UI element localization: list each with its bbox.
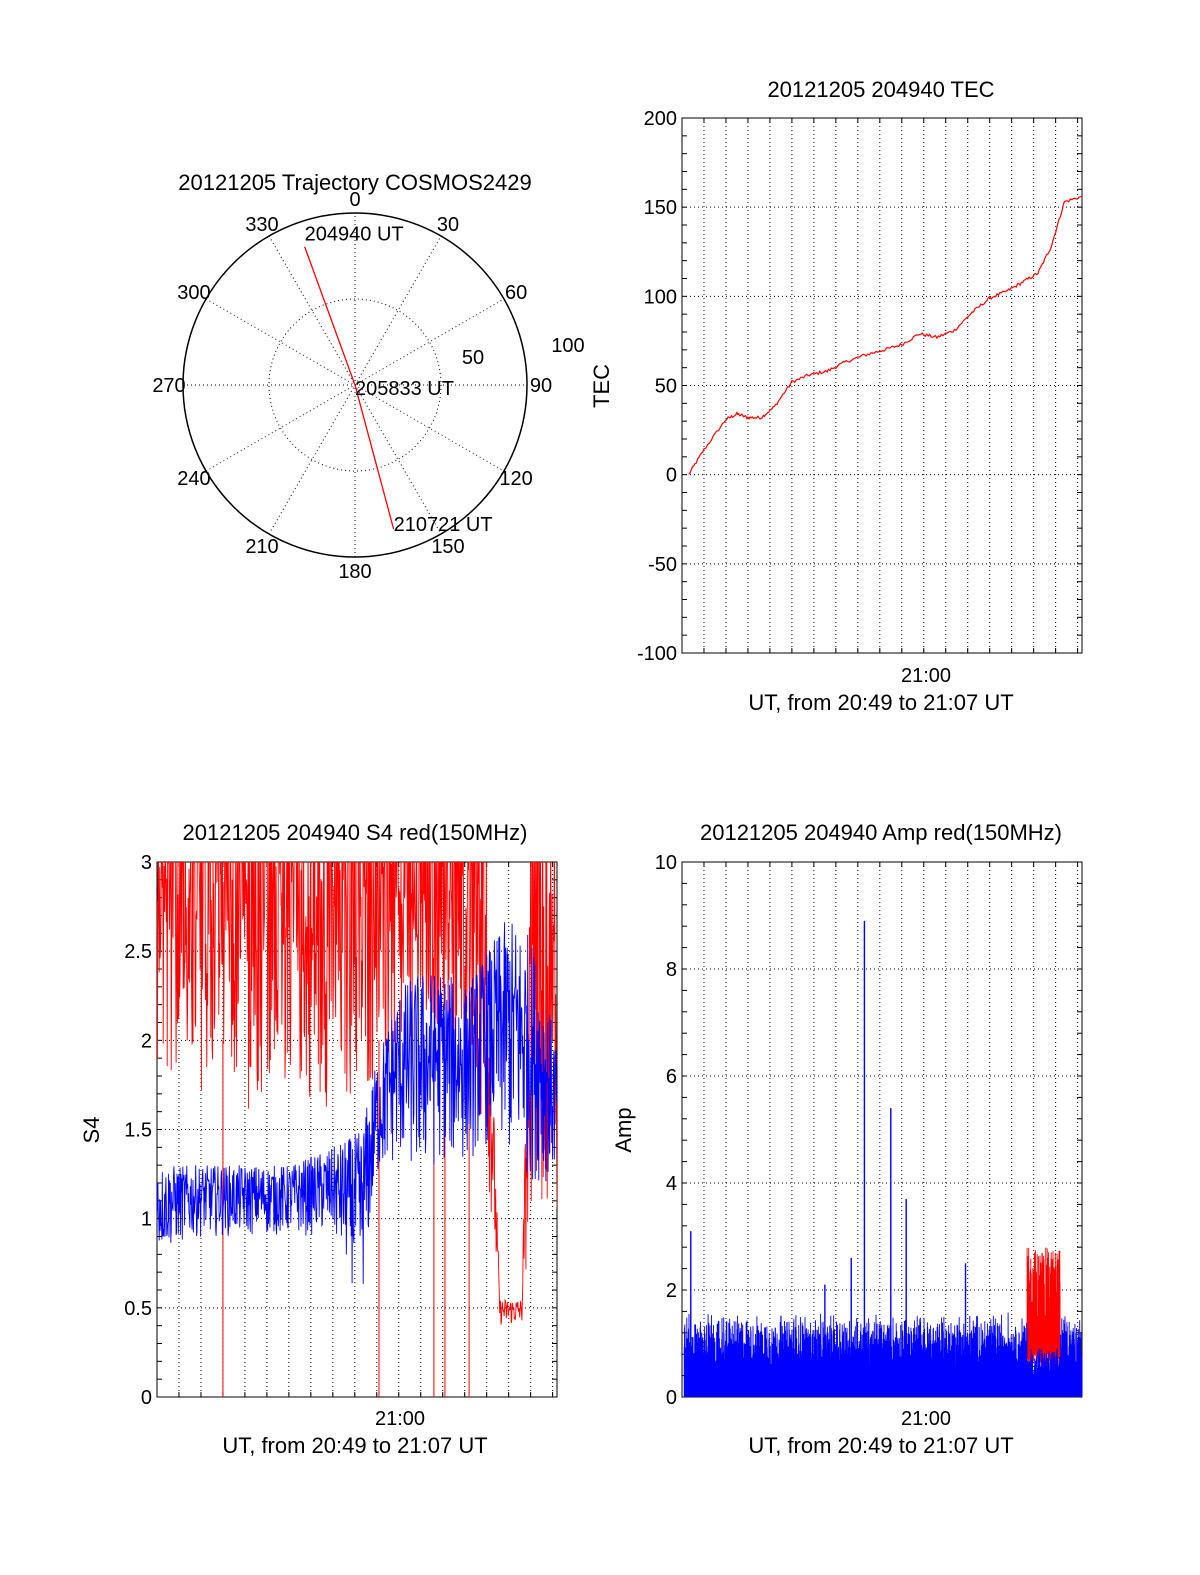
y-tick-label: 0 <box>141 1387 152 1409</box>
y-tick-label: -50 <box>648 554 677 576</box>
amp-series <box>683 920 1083 1398</box>
polar-inner-circle <box>268 298 442 472</box>
plot-frame <box>681 861 1083 1398</box>
amp-ylabel: Amp <box>611 1107 636 1152</box>
amp-plot: 20121205 204940 Amp red(150MHz) UT, from… <box>611 820 1083 1458</box>
s4-series-line <box>157 922 557 1284</box>
polar-trajectory-line <box>304 246 395 530</box>
tec-plot: 20121205 204940 TEC UT, from 20:49 to 21… <box>589 77 1083 715</box>
polar-angle-label: 180 <box>338 561 371 583</box>
polar-annotation: 204940 UT <box>305 224 404 246</box>
y-tick-label: 100 <box>644 286 677 308</box>
y-tick-label: 0 <box>666 1387 677 1409</box>
polar-angle-label: 30 <box>437 214 459 236</box>
polar-trajectory <box>304 246 395 530</box>
polar-angle-label: 270 <box>152 375 185 397</box>
amp-xtick-label: 21:00 <box>901 1408 951 1430</box>
y-tick-label: 2.5 <box>124 941 152 963</box>
s4-series <box>157 862 557 1397</box>
polar-annotations: 204940 UT 205833 UT 210721 UT <box>305 224 493 536</box>
polar-annotation: 210721 UT <box>394 514 493 536</box>
y-tick-label: 0 <box>666 465 677 487</box>
polar-annotation: 205833 UT <box>355 378 454 400</box>
polar-radius-label: 50 <box>462 347 484 369</box>
y-tick-label: 4 <box>666 1173 677 1195</box>
amp-title: 20121205 204940 Amp red(150MHz) <box>700 820 1062 845</box>
y-tick-label: 1 <box>141 1209 152 1231</box>
y-tick-label: 200 <box>644 108 677 130</box>
polar-angle-labels: 0 30 60 90 120 150 180 210 240 270 300 330 <box>152 189 552 583</box>
tec-title: 20121205 204940 TEC <box>767 77 994 102</box>
y-tick-label: 150 <box>644 197 677 219</box>
s4-clip-group <box>157 862 557 1397</box>
tec-axes: -100 -50 0 50 100 150 200 <box>637 108 1083 665</box>
polar-angle-label: 210 <box>245 536 278 558</box>
polar-angle-label: 150 <box>431 536 464 558</box>
s4-xlabel: UT, from 20:49 to 21:07 UT <box>222 1433 487 1458</box>
polar-radius-labels: 50 100 <box>462 335 585 369</box>
polar-angle-label: 0 <box>349 189 360 211</box>
polar-radius-label: 100 <box>551 335 584 357</box>
s4-plot: 20121205 204940 S4 red(150MHz) UT, from … <box>79 820 558 1458</box>
polar-angle-label: 120 <box>499 468 532 490</box>
s4-series-line <box>157 862 557 1325</box>
s4-title: 20121205 204940 S4 red(150MHz) <box>183 820 528 845</box>
tec-ylabel: TEC <box>589 364 614 408</box>
y-tick-label: 1.5 <box>124 1120 152 1142</box>
y-tick-label: 2 <box>141 1030 152 1052</box>
y-tick-label: -100 <box>637 643 677 665</box>
tec-xtick-label: 21:00 <box>901 665 951 687</box>
polar-angle-label: 90 <box>530 375 552 397</box>
amp-red-series <box>1026 1247 1061 1371</box>
polar-angle-label: 330 <box>245 214 278 236</box>
amp-blue-series <box>683 1312 1083 1398</box>
polar-angle-label: 60 <box>505 282 527 304</box>
y-tick-label: 0.5 <box>124 1298 152 1320</box>
y-tick-label: 3 <box>141 852 152 874</box>
s4-xtick-label: 21:00 <box>375 1408 425 1430</box>
y-tick-label: 6 <box>666 1066 677 1088</box>
s4-ylabel: S4 <box>79 1117 104 1144</box>
polar-angle-label: 240 <box>177 468 210 490</box>
tec-series <box>688 195 1083 475</box>
y-tick-label: 50 <box>655 376 677 398</box>
y-tick-label: 2 <box>666 1280 677 1302</box>
trajectory-polar-plot: 20121205 Trajectory COSMOS2429 0 30 60 90 12… <box>152 170 584 583</box>
y-tick-label: 8 <box>666 959 677 981</box>
polar-title: 20121205 Trajectory COSMOS2429 <box>178 170 531 195</box>
tec-xlabel: UT, from 20:49 to 21:07 UT <box>748 690 1013 715</box>
tec-series-line <box>688 195 1083 475</box>
amp-xlabel: UT, from 20:49 to 21:07 UT <box>748 1433 1013 1458</box>
polar-angle-label: 300 <box>177 282 210 304</box>
y-tick-label: 10 <box>655 852 677 874</box>
